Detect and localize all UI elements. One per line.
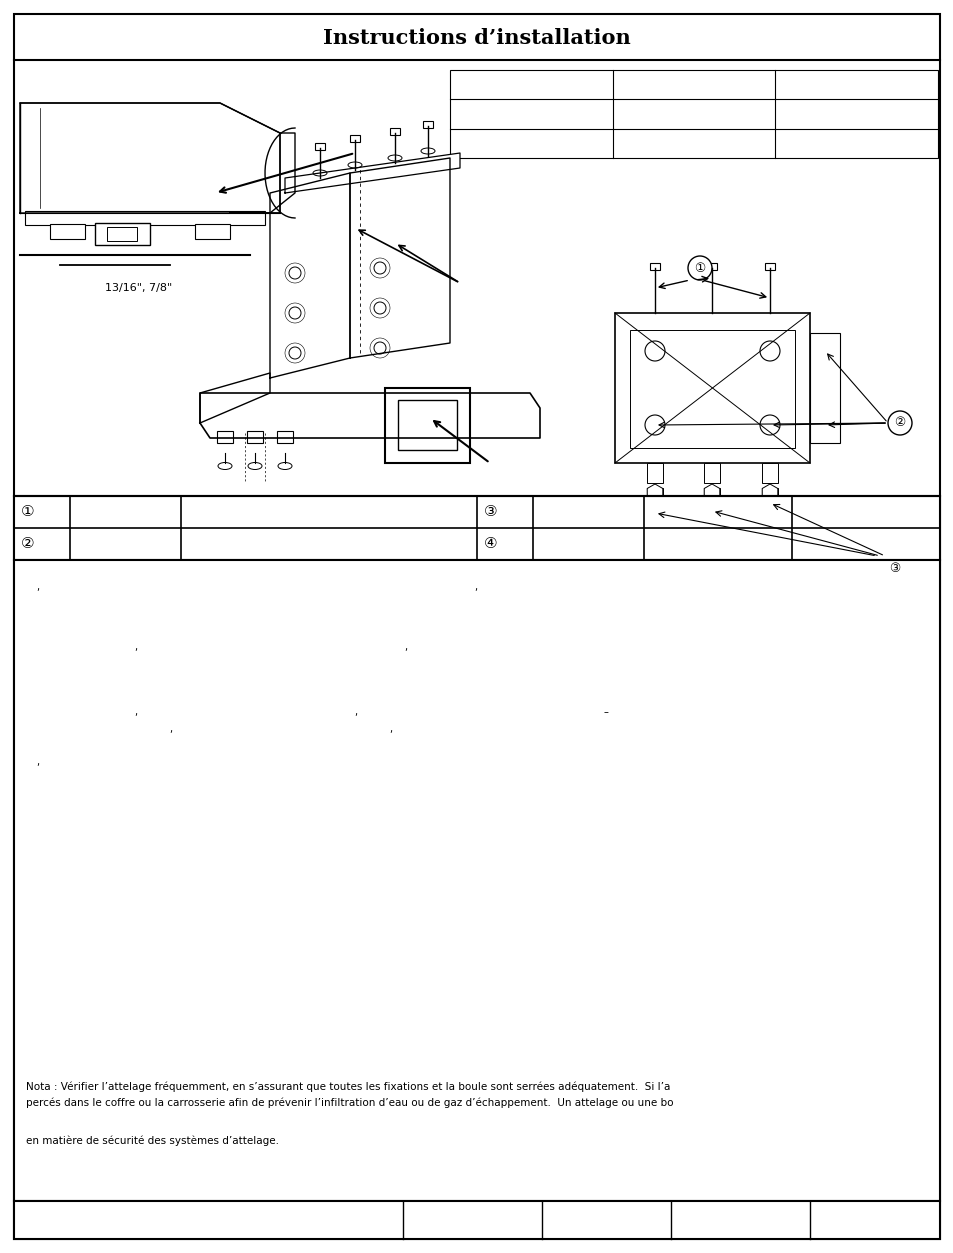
- Polygon shape: [350, 158, 450, 358]
- Bar: [50, 224, 85, 239]
- Text: ,: ,: [36, 757, 39, 767]
- Text: ,: ,: [354, 707, 356, 717]
- Bar: [216, 431, 233, 444]
- Bar: [703, 487, 720, 507]
- Bar: [14, 496, 939, 560]
- Bar: [809, 333, 840, 444]
- Bar: [314, 143, 325, 150]
- Bar: [764, 263, 774, 269]
- Bar: [390, 128, 399, 135]
- Circle shape: [374, 262, 386, 274]
- Bar: [706, 263, 717, 269]
- Text: ③: ③: [888, 561, 900, 574]
- Text: ③: ③: [483, 505, 497, 520]
- Circle shape: [687, 256, 711, 279]
- Polygon shape: [200, 393, 539, 439]
- Circle shape: [882, 556, 906, 580]
- Polygon shape: [200, 373, 270, 424]
- Polygon shape: [285, 153, 459, 193]
- Text: ①: ①: [694, 262, 705, 274]
- Circle shape: [289, 347, 301, 360]
- Ellipse shape: [277, 462, 292, 470]
- Ellipse shape: [218, 462, 232, 470]
- Bar: [422, 122, 433, 128]
- Text: percés dans le coffre ou la carrosserie afin de prévenir l’infiltration d’eau ou: percés dans le coffre ou la carrosserie …: [26, 1096, 673, 1108]
- Text: Instructions d’installation: Instructions d’installation: [323, 28, 630, 48]
- Text: ,: ,: [133, 642, 137, 652]
- Bar: [629, 330, 794, 449]
- Text: ②: ②: [21, 536, 34, 551]
- Circle shape: [644, 415, 664, 435]
- Text: ,: ,: [403, 642, 407, 652]
- Bar: [761, 464, 778, 482]
- Ellipse shape: [348, 162, 361, 168]
- Ellipse shape: [388, 155, 401, 160]
- Polygon shape: [270, 173, 350, 378]
- Ellipse shape: [313, 170, 327, 175]
- Bar: [14, 560, 939, 1200]
- Circle shape: [289, 267, 301, 279]
- Text: ④: ④: [483, 536, 497, 551]
- Bar: [276, 431, 293, 444]
- Ellipse shape: [420, 148, 435, 154]
- Text: Nota : Vérifier l’attelage fréquemment, en s’assurant que toutes les fixations e: Nota : Vérifier l’attelage fréquemment, …: [26, 1081, 670, 1091]
- Bar: [194, 224, 230, 239]
- Text: ②: ②: [893, 416, 904, 430]
- Bar: [646, 464, 662, 482]
- Circle shape: [644, 341, 664, 361]
- Bar: [95, 223, 150, 246]
- Bar: [385, 388, 470, 464]
- Circle shape: [760, 415, 780, 435]
- Bar: [646, 487, 662, 507]
- Bar: [14, 1200, 939, 1239]
- Ellipse shape: [248, 462, 262, 470]
- Circle shape: [760, 341, 780, 361]
- Text: ,: ,: [36, 581, 39, 591]
- Text: ,: ,: [474, 581, 476, 591]
- Bar: [450, 70, 937, 158]
- Circle shape: [374, 302, 386, 315]
- Bar: [107, 227, 137, 241]
- Bar: [649, 263, 659, 269]
- Bar: [397, 400, 456, 450]
- Text: ,: ,: [389, 724, 392, 734]
- Bar: [615, 313, 809, 464]
- Bar: [247, 431, 263, 444]
- Bar: [761, 487, 778, 507]
- Text: ①: ①: [21, 505, 34, 520]
- Bar: [25, 211, 265, 226]
- Circle shape: [289, 307, 301, 320]
- Text: ,: ,: [133, 707, 137, 717]
- Text: en matière de sécurité des systèmes d’attelage.: en matière de sécurité des systèmes d’at…: [26, 1136, 278, 1146]
- Text: ,: ,: [169, 724, 172, 734]
- Bar: [703, 464, 720, 482]
- Text: 13/16", 7/8": 13/16", 7/8": [105, 283, 172, 293]
- Bar: [350, 135, 359, 142]
- Circle shape: [887, 411, 911, 435]
- Text: –: –: [603, 707, 608, 717]
- Circle shape: [374, 342, 386, 355]
